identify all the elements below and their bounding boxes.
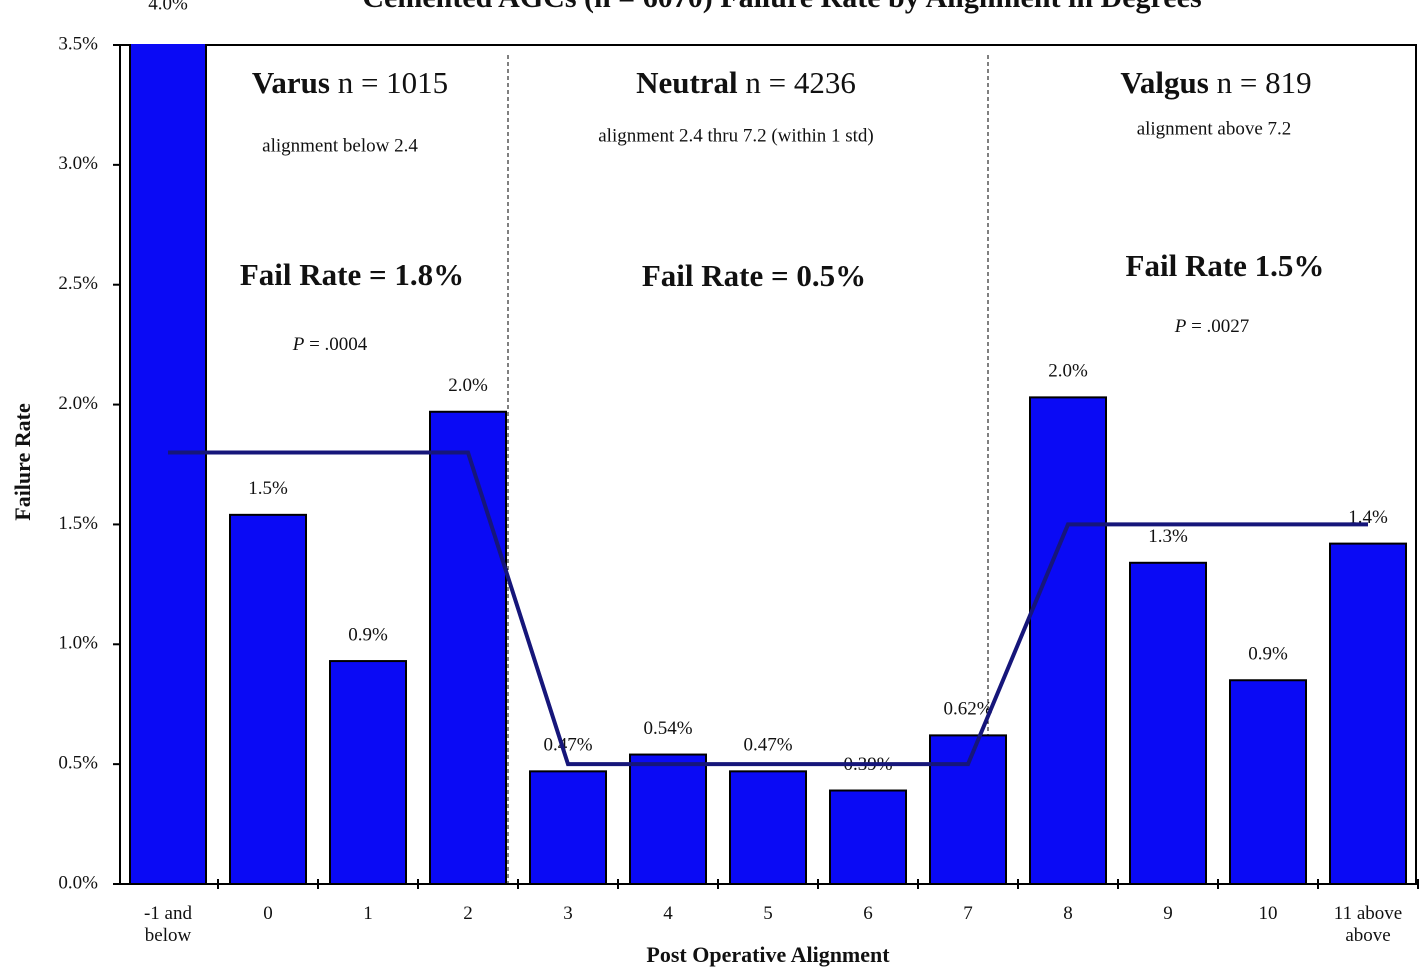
- bar: [329, 660, 407, 886]
- x-tick-label: -1 and below: [143, 903, 192, 946]
- y-tick-label: 0.0%: [58, 872, 98, 893]
- value-label: 0.9%: [348, 624, 388, 645]
- region-heading: Valgus n = 819: [1120, 65, 1311, 100]
- region-description: alignment above 7.2: [1137, 118, 1292, 139]
- plot-frame: [119, 44, 1417, 885]
- x-tick-label: 9: [1163, 903, 1173, 924]
- x-tick-label: 0: [263, 903, 273, 924]
- bar: [929, 734, 1007, 885]
- x-axis-label: Post Operative Alignment: [646, 942, 890, 967]
- bar: [729, 770, 807, 885]
- x-tick-label: 7: [963, 903, 973, 924]
- p-value: = .0004: [309, 334, 368, 355]
- y-axis-label: Failure Rate: [10, 403, 35, 521]
- p-value: = .0027: [1191, 316, 1249, 337]
- value-label: 1.3%: [1148, 526, 1188, 547]
- x-tick-label: 10: [1258, 903, 1278, 924]
- region-heading: Varus n = 1015: [252, 65, 448, 100]
- region-heading: Neutral n = 4236: [636, 65, 856, 100]
- x-tick-label: 11 above above: [1333, 903, 1403, 946]
- y-tick-label: 3.0%: [58, 153, 98, 174]
- x-tick-label: 6: [863, 903, 873, 924]
- value-label: 4.0%: [148, 0, 188, 14]
- region-description: alignment below 2.4: [262, 135, 418, 156]
- bar: [1029, 396, 1107, 885]
- bar: [1229, 679, 1307, 885]
- region-p: P = .0027: [1174, 316, 1250, 337]
- value-label: 0.54%: [643, 718, 692, 739]
- p-symbol: P: [292, 334, 305, 355]
- value-label: 0.9%: [1248, 644, 1288, 665]
- region-n: n = 819: [1217, 65, 1312, 100]
- bar: [1329, 542, 1407, 885]
- bar: [429, 410, 507, 885]
- y-tick-label: 2.0%: [58, 393, 98, 414]
- region-n: n = 4236: [745, 65, 855, 100]
- y-tick-label: 3.5%: [58, 33, 98, 54]
- region-n: n = 1015: [338, 65, 448, 100]
- region-description: alignment 2.4 thru 7.2 (within 1 std): [598, 125, 873, 146]
- x-tick-label: 5: [763, 903, 773, 924]
- region-fail-rate: Fail Rate = 1.8%: [240, 257, 464, 292]
- y-tick-label: 1.0%: [58, 633, 98, 654]
- p-symbol: P: [1174, 316, 1187, 337]
- region-name: Varus: [252, 65, 330, 100]
- x-tick-label: 3: [563, 903, 573, 924]
- region-name: Neutral: [636, 65, 738, 100]
- x-tick-label: 1: [363, 903, 373, 924]
- region-fail-rate: Fail Rate = 0.5%: [642, 258, 866, 293]
- y-tick-label: 1.5%: [58, 513, 98, 534]
- value-label: 2.0%: [448, 375, 488, 396]
- x-tick-label: 8: [1063, 903, 1073, 924]
- region-name: Valgus: [1120, 65, 1208, 100]
- value-label: 1.5%: [248, 478, 288, 499]
- bar: [129, 44, 207, 885]
- x-tick-label: 2: [463, 903, 473, 924]
- fail-rate-line: [168, 450, 1368, 767]
- chart-title: Cemented AGCs (n = 6070) Failure Rate by…: [362, 0, 1201, 14]
- bar: [829, 789, 907, 885]
- y-tick-label: 2.5%: [58, 273, 98, 294]
- region-fail-rate: Fail Rate 1.5%: [1126, 248, 1325, 283]
- bar: [529, 770, 607, 885]
- value-label: 0.47%: [543, 735, 592, 756]
- value-label: 0.62%: [943, 699, 992, 720]
- bar: [1129, 561, 1207, 885]
- region-p: P = .0004: [292, 334, 368, 355]
- bar: [629, 753, 707, 885]
- x-tick-label: 4: [663, 903, 673, 924]
- y-tick-label: 0.5%: [58, 753, 98, 774]
- bar: [229, 513, 307, 886]
- value-label: 0.47%: [743, 735, 792, 756]
- value-label: 2.0%: [1048, 361, 1088, 382]
